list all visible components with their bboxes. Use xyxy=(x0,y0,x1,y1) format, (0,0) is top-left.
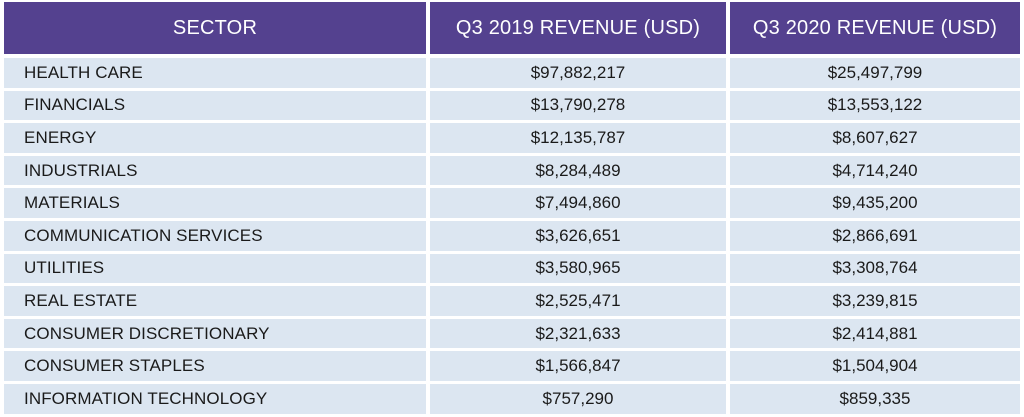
q3-2019-cell: $97,882,217 xyxy=(430,58,726,88)
table-row: CONSUMER DISCRETIONARY $2,321,633 $2,414,8… xyxy=(4,318,1020,349)
q3-2020-cell: $2,414,881 xyxy=(730,318,1020,349)
q3-2019-cell: $2,525,471 xyxy=(430,286,726,316)
table-row: REAL ESTATE $2,525,471 $3,239,815 xyxy=(4,286,1020,316)
sector-cell: HEALTH CARE xyxy=(4,58,426,88)
header-q3-2019: Q3 2019 REVENUE (USD) xyxy=(430,2,726,54)
q3-2020-cell: $4,714,240 xyxy=(730,155,1020,186)
q3-2019-cell: $8,284,489 xyxy=(430,155,726,186)
table-row: ENERGY $12,135,787 $8,607,627 xyxy=(4,123,1020,153)
sector-cell: ENERGY xyxy=(4,123,426,153)
table-row: COMMUNICATION SERVICES $3,626,651 $2,866,6… xyxy=(4,220,1020,251)
sector-cell: CONSUMER DISCRETIONARY xyxy=(4,318,426,349)
sector-cell: UTILITIES xyxy=(4,253,426,284)
sector-cell: INDUSTRIALS xyxy=(4,155,426,186)
table-row: INFORMATION TECHNOLOGY $757,290 $859,335 xyxy=(4,383,1020,414)
sector-cell: REAL ESTATE xyxy=(4,286,426,316)
sector-cell: COMMUNICATION SERVICES xyxy=(4,220,426,251)
sector-cell: CONSUMER STAPLES xyxy=(4,351,426,381)
table-row: CONSUMER STAPLES $1,566,847 $1,504,904 xyxy=(4,351,1020,381)
q3-2019-cell: $3,580,965 xyxy=(430,253,726,284)
q3-2019-cell: $1,566,847 xyxy=(430,351,726,381)
revenue-table: SECTOR Q3 2019 REVENUE (USD) Q3 2020 REV… xyxy=(4,2,1020,417)
table-body: HEALTH CARE $97,882,217 $25,497,799 FINANCI… xyxy=(4,58,1020,414)
q3-2019-cell: $7,494,860 xyxy=(430,188,726,218)
q3-2020-cell: $2,866,691 xyxy=(730,220,1020,251)
q3-2020-cell: $1,504,904 xyxy=(730,351,1020,381)
table-row: INDUSTRIALS $8,284,489 $4,714,240 xyxy=(4,155,1020,186)
table-row: MATERIALS $7,494,860 $9,435,200 xyxy=(4,188,1020,218)
q3-2020-cell: $9,435,200 xyxy=(730,188,1020,218)
q3-2019-cell: $12,135,787 xyxy=(430,123,726,153)
q3-2019-cell: $13,790,278 xyxy=(430,90,726,121)
table-row: HEALTH CARE $97,882,217 $25,497,799 xyxy=(4,58,1020,88)
table-header-row: SECTOR Q3 2019 REVENUE (USD) Q3 2020 REV… xyxy=(4,2,1020,54)
q3-2020-cell: $25,497,799 xyxy=(730,58,1020,88)
sector-cell: INFORMATION TECHNOLOGY xyxy=(4,383,426,414)
header-sector: SECTOR xyxy=(4,2,426,54)
table-row: UTILITIES $3,580,965 $3,308,764 xyxy=(4,253,1020,284)
q3-2019-cell: $3,626,651 xyxy=(430,220,726,251)
q3-2019-cell: $757,290 xyxy=(430,383,726,414)
q3-2020-cell: $8,607,627 xyxy=(730,123,1020,153)
table-row: FINANCIALS $13,790,278 $13,553,122 xyxy=(4,90,1020,121)
sector-cell: FINANCIALS xyxy=(4,90,426,121)
q3-2020-cell: $3,308,764 xyxy=(730,253,1020,284)
q3-2019-cell: $2,321,633 xyxy=(430,318,726,349)
sector-cell: MATERIALS xyxy=(4,188,426,218)
header-q3-2020: Q3 2020 REVENUE (USD) xyxy=(730,2,1020,54)
q3-2020-cell: $859,335 xyxy=(730,383,1020,414)
q3-2020-cell: $13,553,122 xyxy=(730,90,1020,121)
q3-2020-cell: $3,239,815 xyxy=(730,286,1020,316)
